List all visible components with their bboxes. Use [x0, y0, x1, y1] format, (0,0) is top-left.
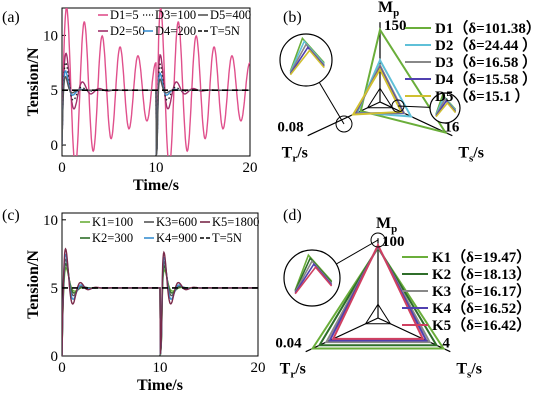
- zoom-inset: [279, 33, 333, 87]
- axis-label-mp: Mp: [378, 0, 399, 19]
- axis-max-tr: 0.04: [275, 336, 302, 352]
- y-axis-label: Tension/N: [25, 250, 42, 319]
- legend-entry: K4（δ=16.52）: [432, 299, 531, 317]
- y-tick-label: 0: [51, 138, 59, 154]
- legend-entry: D4（δ=15.58 ）: [435, 70, 537, 88]
- axis-max-tr: 0.08: [277, 120, 303, 136]
- x-tick-label: 0: [58, 160, 66, 176]
- curves: [62, 247, 258, 356]
- legend-entry: D5=400: [210, 8, 251, 22]
- legend-entry: D1=5: [110, 8, 139, 22]
- y-tick-label: 10: [43, 213, 58, 229]
- x-tick-label: 20: [251, 360, 266, 376]
- axis-label-mp: Mp: [376, 215, 397, 235]
- y-tick-label: 0: [51, 349, 59, 365]
- legend: K1=100 K3=600 K5=1800 K2=300 K4=900 T=5N: [80, 215, 259, 245]
- curves: [62, 8, 250, 156]
- x-tick-label: 20: [243, 160, 258, 176]
- panel-label-d: (d): [283, 207, 302, 224]
- legend-entry: K5=1800: [212, 215, 259, 229]
- legend-entry: T=5N: [210, 24, 240, 38]
- x-axis-label: Time/s: [137, 377, 183, 394]
- panel-label-c: (c): [2, 207, 20, 224]
- radar-grid: [366, 87, 394, 109]
- x-tick-label: 10: [153, 360, 168, 376]
- legend-entry: K3=600: [156, 215, 197, 229]
- y-tick-label: 10: [43, 28, 58, 44]
- series-line: [62, 247, 258, 356]
- axis-label-tr: Tr/s: [280, 361, 306, 381]
- legend-entry: K1（δ=19.47）: [432, 248, 531, 266]
- zoom-marker: [335, 115, 353, 133]
- legend-entry: K2=300: [92, 231, 133, 245]
- legend-entry: K1=100: [92, 215, 133, 229]
- legend-entry: D2=50: [110, 24, 145, 38]
- y-tick-label: 5: [51, 83, 59, 99]
- radar-series: [351, 67, 403, 116]
- legend: D1=5 D3=100 D5=400 D2=50 D4=200 T=5N: [98, 8, 251, 38]
- legend-entry: K5（δ=16.42）: [432, 316, 531, 334]
- radar-axis: [307, 101, 381, 137]
- axis-label-ts: Ts/s: [456, 361, 482, 381]
- legend-entry: D4=200: [155, 24, 196, 38]
- legend-entry: K2（δ=18.13）: [432, 265, 531, 283]
- zoom-series: [289, 49, 325, 76]
- radar-series: [310, 246, 446, 350]
- zoom-marker: [370, 232, 386, 248]
- legend-entry: K3（δ=16.17）: [432, 282, 531, 300]
- panel-label-b: (b): [283, 9, 302, 26]
- legend-entry: D3（δ=16.58 ）: [435, 53, 537, 71]
- radar-series: [328, 243, 428, 342]
- axis-max-ts: 4: [442, 336, 450, 352]
- legend-entry: D5（δ=15.1 ）: [435, 87, 530, 105]
- legend-entry: T=5N: [212, 231, 242, 245]
- legend-entry: K4=900: [156, 231, 197, 245]
- radar-grid: [364, 303, 392, 325]
- legend-entry: D2（δ=24.44 ）: [435, 36, 537, 54]
- panel-label-a: (a): [2, 9, 20, 26]
- radar-series: [359, 27, 448, 135]
- x-axis-label: Time/s: [133, 177, 179, 194]
- y-tick-label: 5: [51, 281, 59, 297]
- axis-max-mp: 150: [384, 18, 407, 34]
- zoom-series: [294, 265, 333, 295]
- legend-entry: D1（δ=101.38）: [435, 19, 541, 37]
- x-tick-label: 10: [149, 160, 164, 176]
- axis-max-ts: 16: [444, 120, 460, 136]
- axis-label-ts: Ts/s: [458, 145, 484, 165]
- x-tick-label: 0: [58, 360, 66, 376]
- radar-series: [317, 245, 439, 347]
- zoom-inset: [283, 249, 341, 307]
- axis-max-mp: 100: [382, 234, 405, 250]
- legend-entry: D3=100: [155, 8, 196, 22]
- zoom-series: [435, 101, 457, 118]
- y-axis-label: Tension/N: [25, 47, 42, 116]
- radar-series: [331, 242, 425, 340]
- axis-label-tr: Tr/s: [282, 145, 308, 165]
